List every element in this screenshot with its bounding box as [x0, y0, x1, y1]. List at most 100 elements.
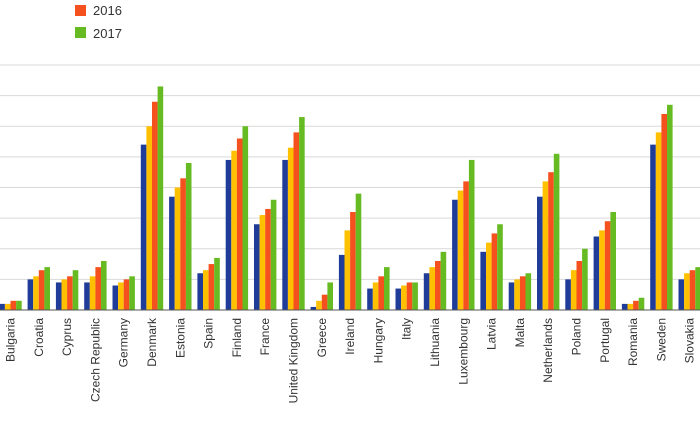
bar-croatia-series-4 [44, 267, 50, 311]
bar-spain-series-1 [197, 273, 203, 310]
bar-cyprus-series-4 [72, 270, 79, 310]
bar-luxembourg-series-3 [463, 181, 469, 311]
bar-germany-series-2 [118, 282, 124, 310]
x-tick-label: Slovakia [683, 318, 697, 364]
legend: 2016 2017 [75, 3, 122, 41]
bars [0, 86, 700, 311]
bar-lithuania-series-4 [440, 251, 447, 310]
bar-sweden-series-4 [667, 104, 673, 310]
bar-poland-series-3 [576, 261, 583, 310]
x-tick-label: Ireland [343, 318, 357, 355]
bar-germany-series-3 [123, 279, 130, 311]
bar-portugal-series-3 [604, 221, 611, 310]
x-tick-label: France [258, 318, 272, 356]
bar-spain-series-3 [208, 264, 215, 310]
bar-poland-series-2 [570, 270, 577, 310]
bar-italy-series-3 [406, 282, 413, 310]
bar-lithuania-series-2 [429, 267, 435, 311]
bar-greece-series-3 [321, 294, 328, 310]
bar-hungary-series-1 [367, 288, 373, 310]
bar-romania-series-3 [633, 300, 639, 310]
legend-swatch-2017 [75, 27, 86, 38]
bar-hungary-series-3 [378, 276, 384, 310]
bar-denmark-series-4 [157, 86, 164, 310]
bar-latvia-series-1 [480, 251, 486, 310]
x-tick-label: Czech Republic [88, 318, 102, 402]
x-tick-label: Croatia [32, 318, 46, 357]
bar-france-series-1 [254, 224, 260, 310]
bar-malta-series-1 [508, 282, 515, 310]
bar-czech-republic-series-4 [101, 261, 107, 310]
x-tick-label: Latvia [485, 318, 499, 350]
bar-lithuania-series-1 [423, 273, 430, 310]
bar-netherlands-series-2 [542, 181, 549, 311]
bar-malta-series-4 [525, 273, 532, 310]
x-tick-label: Sweden [654, 318, 668, 361]
bar-slovakia-series-4 [695, 267, 700, 311]
bar-italy-series-2 [401, 285, 407, 310]
bar-finland-series-1 [225, 159, 232, 310]
bar-romania-series-2 [627, 303, 634, 311]
bar-lithuania-series-3 [435, 261, 441, 310]
bar-netherlands-series-4 [553, 153, 560, 310]
bar-hungary-series-4 [384, 267, 390, 311]
bar-slovakia-series-1 [678, 279, 685, 311]
bar-malta-series-2 [514, 279, 520, 311]
bar-france-series-3 [265, 208, 271, 310]
legend-label-2017: 2017 [93, 26, 122, 41]
bar-ireland-series-1 [338, 254, 345, 311]
bar-finland-series-3 [236, 138, 243, 310]
bar-ireland-series-3 [350, 212, 356, 310]
x-tick-labels: Bulgaria Croatia Cyprus Czech Republic Germa… [4, 317, 697, 403]
x-tick-label: Greece [315, 318, 329, 358]
bar-denmark-series-1 [140, 144, 147, 311]
x-tick-label: Finland [230, 318, 244, 357]
bar-sweden-series-3 [661, 114, 667, 310]
bar-portugal-series-2 [599, 230, 605, 311]
bar-greece-series-4 [327, 282, 333, 310]
x-tick-label: Luxembourg [456, 318, 470, 385]
bar-france-series-4 [270, 199, 277, 310]
x-tick-label: United Kingdom [287, 318, 301, 403]
bar-luxembourg-series-1 [452, 199, 458, 310]
x-tick-label: Italy [400, 318, 414, 340]
bar-portugal-series-1 [593, 236, 600, 310]
bar-czech-republic-series-2 [89, 276, 96, 310]
bar-netherlands-series-3 [548, 172, 554, 310]
bar-poland-series-4 [582, 248, 588, 310]
bar-estonia-series-2 [174, 187, 181, 310]
bar-latvia-series-3 [491, 233, 498, 310]
bar-greece-series-2 [316, 300, 322, 310]
x-tick-label: Germany [117, 318, 131, 367]
bar-estonia-series-3 [180, 178, 186, 310]
bar-cyprus-series-2 [61, 279, 68, 311]
bar-slovakia-series-3 [689, 270, 696, 310]
bar-united-kingdom-series-2 [287, 147, 294, 310]
bar-spain-series-4 [214, 257, 220, 310]
bar-finland-series-2 [231, 150, 237, 310]
x-tick-label: Spain [202, 318, 216, 349]
bar-bulgaria-series-1 [0, 303, 5, 311]
bar-czech-republic-series-3 [95, 267, 101, 311]
bar-sweden-series-1 [650, 144, 656, 311]
bar-estonia-series-4 [185, 163, 192, 310]
bar-bulgaria-series-2 [4, 303, 11, 311]
x-tick-label: Poland [570, 318, 584, 355]
legend-swatch-2016 [75, 5, 86, 16]
bar-ireland-series-2 [344, 230, 351, 311]
gridlines [0, 64, 700, 311]
x-tick-label: Netherlands [541, 318, 555, 383]
bar-italy-series-4 [412, 282, 418, 310]
x-tick-label: Lithuania [428, 318, 442, 367]
bar-luxembourg-series-2 [457, 190, 464, 310]
bar-germany-series-1 [112, 285, 119, 310]
x-tick-label: Portugal [598, 318, 612, 363]
bar-united-kingdom-series-3 [293, 132, 300, 311]
bar-denmark-series-3 [152, 101, 158, 310]
bar-sweden-series-2 [655, 132, 662, 311]
bar-hungary-series-2 [372, 282, 379, 310]
legend-label-2016: 2016 [93, 3, 122, 18]
bar-bulgaria-series-3 [10, 300, 17, 310]
bar-poland-series-1 [565, 279, 571, 311]
